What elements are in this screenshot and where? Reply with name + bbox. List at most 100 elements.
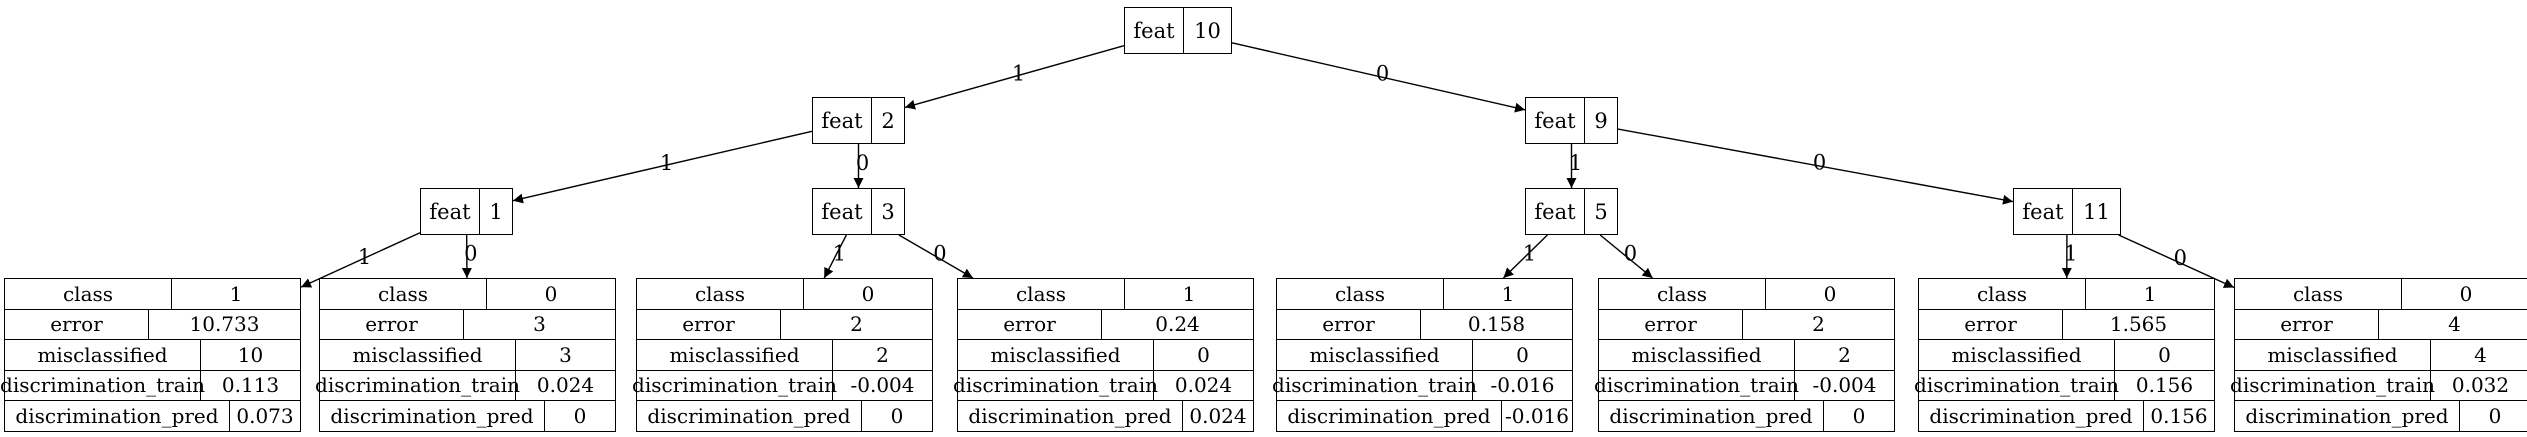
node-key: feat: [1125, 8, 1184, 53]
leaf-value: 2: [1838, 342, 1851, 367]
leaf-key: discrimination_train: [315, 370, 520, 400]
leaf-l0: class 1 error 10.733 misclassified 10 discrimi…: [0, 278, 301, 432]
leaf-value: 0.158: [1467, 312, 1526, 337]
leaf-value: 0.024: [1174, 373, 1233, 398]
leaf-row-error: error 4: [2235, 309, 2527, 340]
leaf-value: 0.156: [2150, 404, 2208, 429]
leaf-key: class: [1599, 279, 1766, 309]
leaf-row-misclassified: misclassified 2: [637, 340, 932, 371]
edge-label: 0: [933, 242, 946, 266]
leaf-key: discrimination_train: [1272, 370, 1477, 400]
leaf-value: 0: [573, 404, 587, 429]
leaf-value: -0.016: [1504, 404, 1569, 429]
leaf-value: 0: [2158, 342, 2171, 367]
leaf-value: 0.156: [2135, 373, 2194, 398]
leaf-value: 4: [2448, 312, 2461, 337]
leaf-l7: class 0 error 4 misclassified 4 discrimination…: [2230, 278, 2527, 432]
leaf-value: 0: [544, 281, 558, 306]
leaf-row-misclassified: misclassified 10: [5, 340, 300, 371]
leaf-row-misclassified: misclassified 0: [958, 340, 1253, 371]
edge-label: 0: [1376, 61, 1389, 85]
leaf-key: misclassified: [1599, 340, 1795, 370]
leaf-row-discrimination_train: discrimination_train -0.004: [1594, 370, 1894, 401]
leaf-row-discrimination_pred: discrimination_pred 0: [2235, 401, 2527, 432]
edge-n5-l4: [1502, 234, 1548, 279]
node-key: feat: [1526, 189, 1585, 234]
edge-n0-n1: [904, 45, 1125, 110]
leaf-row-misclassified: misclassified 4: [2235, 340, 2527, 371]
edge-label: 0: [2174, 246, 2187, 270]
leaf-key: class: [1277, 279, 1444, 309]
leaf-row-discrimination_pred: discrimination_pred 0: [1599, 401, 1894, 432]
leaf-value: 1: [2143, 281, 2157, 306]
leaf-row-discrimination_train: discrimination_train 0.024: [953, 370, 1253, 401]
leaf-value: 0.24: [1155, 312, 1200, 337]
edge-n1-n3: [512, 130, 813, 204]
leaf-key: error: [958, 309, 1102, 339]
leaf-value: 1: [229, 281, 243, 306]
leaf-row-error: error 0.158: [1277, 309, 1572, 340]
leaf-row-error: error 1.565: [1919, 309, 2214, 340]
leaf-value: 3: [559, 342, 572, 367]
leaf-value: 2: [876, 342, 889, 367]
edge-label: 0: [856, 151, 869, 175]
tree-node-n6: feat 11: [2013, 188, 2121, 235]
leaf-row-misclassified: misclassified 0: [1919, 340, 2214, 371]
leaf-key: class: [637, 279, 804, 309]
leaf-row-class: class 0: [2235, 279, 2527, 310]
leaf-key: class: [2235, 279, 2402, 309]
node-value: 3: [881, 199, 895, 224]
leaf-l3: class 1 error 0.24 misclassified 0 discriminat…: [953, 278, 1254, 432]
leaf-value: 0: [1197, 342, 1210, 367]
leaf-row-discrimination_pred: discrimination_pred 0: [637, 401, 932, 432]
node-value: 2: [881, 108, 895, 133]
leaf-row-discrimination_train: discrimination_train 0.024: [315, 370, 615, 401]
leaf-key: discrimination_pred: [2235, 401, 2460, 432]
leaf-row-discrimination_train: discrimination_train -0.004: [632, 370, 932, 401]
leaf-key: class: [958, 279, 1125, 309]
leaf-value: 0: [2488, 404, 2502, 429]
leaf-value: 0.024: [1189, 404, 1247, 429]
edge-label: 0: [1624, 242, 1637, 266]
leaf-row-class: class 0: [320, 279, 615, 310]
leaf-value: 1: [1501, 281, 1515, 306]
leaf-row-class: class 1: [1277, 279, 1572, 310]
leaf-value: 0.032: [2451, 373, 2510, 398]
leaf-row-misclassified: misclassified 0: [1277, 340, 1572, 371]
node-value: 9: [1594, 108, 1608, 133]
leaf-row-class: class 0: [637, 279, 932, 310]
leaf-key: error: [1919, 309, 2063, 339]
leaf-row-error: error 10.733: [5, 309, 300, 340]
tree-node-n4: feat 3: [812, 188, 905, 235]
edge-label: 1: [1012, 62, 1025, 86]
tree-node-n0: feat 10: [1124, 7, 1232, 54]
leaf-value: 2: [850, 312, 863, 337]
leaf-value: 0: [1823, 281, 1837, 306]
edge-label: 1: [833, 242, 846, 266]
edge-label: 1: [1569, 151, 1582, 175]
leaf-key: discrimination_train: [1594, 370, 1799, 400]
edge-n0-n2: [1231, 42, 1526, 113]
leaf-l5: class 0 error 2 misclassified 2 discrimination…: [1594, 278, 1895, 432]
leaf-key: discrimination_pred: [320, 401, 545, 432]
leaf-key: class: [320, 279, 487, 309]
leaf-row-class: class 0: [1599, 279, 1894, 310]
edge-label: 0: [1813, 150, 1826, 174]
leaf-key: error: [5, 309, 149, 339]
leaf-key: class: [5, 279, 172, 309]
edge-n2-n6: [1617, 128, 2014, 205]
leaf-key: misclassified: [2235, 340, 2431, 370]
edge-label: 1: [2064, 242, 2077, 266]
leaf-row-class: class 1: [5, 279, 300, 310]
edge-n4-l3: [898, 234, 974, 279]
leaf-l4: class 1 error 0.158 misclassified 0 discrimina…: [1272, 278, 1573, 432]
node-value: 11: [2083, 199, 2110, 224]
leaf-row-discrimination_pred: discrimination_pred 0.024: [958, 401, 1253, 432]
leaf-row-discrimination_train: discrimination_train 0.156: [1914, 370, 2214, 401]
leaf-key: misclassified: [637, 340, 833, 370]
leaf-key: misclassified: [958, 340, 1154, 370]
leaf-value: 0.073: [236, 404, 294, 429]
leaf-row-discrimination_train: discrimination_train 0.113: [0, 370, 300, 401]
